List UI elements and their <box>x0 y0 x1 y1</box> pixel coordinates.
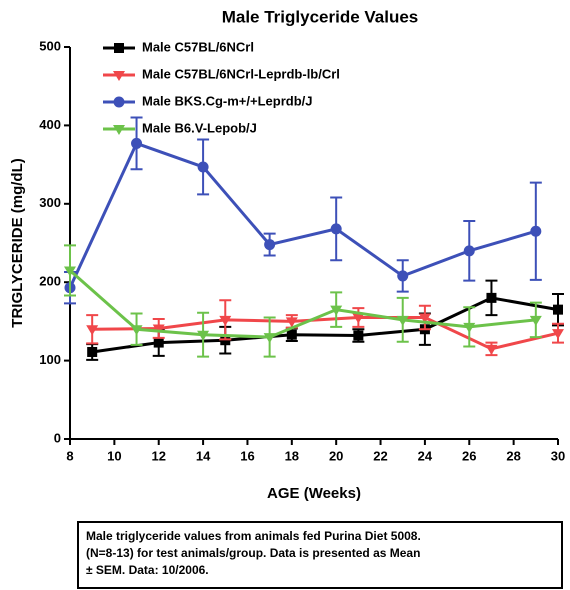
marker <box>131 137 143 149</box>
chart-title: Male Triglyceride Values <box>222 7 419 26</box>
x-tick-label: 18 <box>285 448 299 463</box>
y-tick-label: 300 <box>39 195 61 210</box>
marker <box>330 223 342 235</box>
y-tick-label: 200 <box>39 274 61 289</box>
x-tick-label: 16 <box>240 448 254 463</box>
marker <box>130 325 143 336</box>
legend-marker <box>113 125 125 135</box>
x-tick-label: 26 <box>462 448 476 463</box>
note-line: (N=8-13) for test animals/group. Data is… <box>86 546 420 560</box>
x-tick-label: 14 <box>196 448 211 463</box>
marker <box>418 313 431 324</box>
marker <box>86 325 99 336</box>
series-line <box>69 269 536 339</box>
legend-marker <box>114 43 124 53</box>
series-line <box>92 315 559 351</box>
x-tick-label: 22 <box>373 448 387 463</box>
legend-label: Male B6.V-Lepob/J <box>142 120 257 135</box>
x-tick-label: 10 <box>107 448 121 463</box>
marker <box>197 330 210 341</box>
marker <box>530 225 542 237</box>
marker <box>352 313 365 324</box>
marker <box>152 324 165 335</box>
marker <box>197 161 209 173</box>
x-tick-label: 24 <box>418 448 433 463</box>
marker <box>64 266 76 277</box>
marker <box>486 292 497 303</box>
x-tick-label: 28 <box>506 448 520 463</box>
x-tick-label: 12 <box>151 448 165 463</box>
note-line: ± SEM. Data: 10/2006. <box>86 563 209 577</box>
legend-label: Male C57BL/6NCrl-Leprdb-lb/Crl <box>142 66 340 81</box>
y-tick-label: 400 <box>39 117 61 132</box>
legend-label: Male BKS.Cg-m+/+Leprdb/J <box>142 93 312 108</box>
marker <box>553 304 563 315</box>
legend-marker <box>113 71 125 81</box>
marker <box>463 322 476 333</box>
x-tick-label: 20 <box>329 448 343 463</box>
marker <box>529 315 542 326</box>
marker <box>330 305 343 316</box>
series-line <box>91 296 559 354</box>
marker <box>397 270 409 282</box>
marker <box>396 315 409 326</box>
marker <box>264 239 276 251</box>
note-line: Male triglyceride values from animals fe… <box>86 529 421 543</box>
marker <box>463 245 475 257</box>
marker <box>87 346 98 357</box>
note-box <box>77 521 563 589</box>
marker <box>285 317 298 328</box>
x-tick-label: 30 <box>551 448 565 463</box>
marker <box>485 344 498 355</box>
marker <box>219 315 232 326</box>
y-tick-label: 0 <box>54 430 61 445</box>
marker <box>353 330 364 341</box>
y-tick-label: 500 <box>39 38 61 53</box>
x-axis-label: AGE (Weeks) <box>267 485 361 502</box>
series-line <box>68 141 537 289</box>
y-axis-label: TRIGLYCERIDE (mg/dL) <box>9 158 26 327</box>
marker <box>263 333 276 344</box>
marker <box>286 329 297 340</box>
y-tick-label: 100 <box>39 352 61 367</box>
legend-marker <box>113 96 125 108</box>
marker <box>552 329 564 340</box>
marker <box>153 337 164 348</box>
x-tick-label: 8 <box>66 448 73 463</box>
legend-label: Male C57BL/6NCrl <box>142 39 254 54</box>
